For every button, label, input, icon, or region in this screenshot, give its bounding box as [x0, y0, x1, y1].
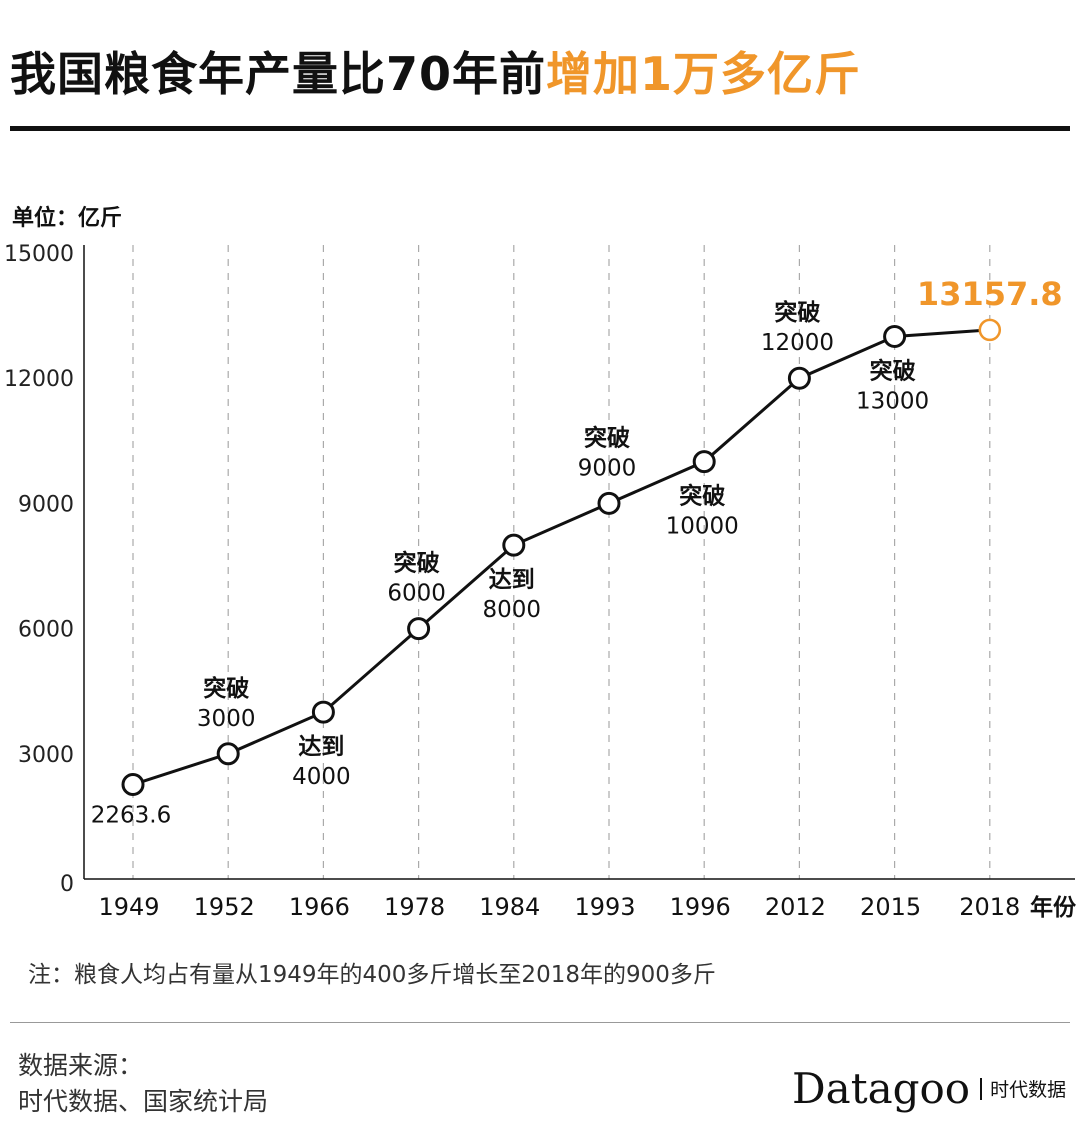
- y-tick-label: 0: [60, 872, 74, 897]
- x-tick-label: 1993: [574, 893, 635, 921]
- data-label: 达到: [489, 567, 535, 593]
- data-label: 突破: [774, 299, 820, 326]
- footer-divider: [10, 1022, 1070, 1023]
- data-label: 达到: [298, 734, 344, 760]
- source: 数据来源： 时代数据、国家统计局: [18, 1048, 268, 1120]
- data-label: 突破: [394, 550, 440, 577]
- data-label: 突破: [584, 424, 630, 451]
- data-label: 9000: [578, 455, 637, 481]
- x-tick-label: 1984: [479, 893, 540, 921]
- x-tick-label: 1949: [98, 893, 159, 921]
- x-tick-label: 2012: [765, 893, 826, 921]
- logo-cn: 时代数据: [990, 1079, 1067, 1101]
- data-point: [216, 742, 240, 766]
- data-label: 突破: [203, 675, 249, 702]
- data-label: 13157.8: [917, 275, 1063, 313]
- x-tick-label: 1978: [384, 893, 445, 921]
- page-title: 我国粮食年产量比70年前增加1万多亿斤: [10, 38, 861, 104]
- data-label: 10000: [666, 514, 739, 540]
- data-label: 12000: [761, 330, 834, 356]
- line-chart: 0 3000 6000 9000 12000 15000 1949 1952 1966 1978 1…: [4, 242, 1077, 921]
- footnote: 注：粮食人均占有量从1949年的400多斤增长至2018年的900多斤: [28, 962, 716, 988]
- data-label: 8000: [483, 597, 542, 623]
- data-point: [883, 324, 907, 348]
- series-line: [132, 328, 990, 786]
- datagoo-logo: Datagoo 时代数据: [792, 1064, 1066, 1113]
- x-tick-label: 1952: [194, 893, 255, 921]
- data-point: [787, 366, 811, 390]
- logo-brand: Datagoo: [792, 1064, 971, 1113]
- unit-label: 单位：亿斤: [12, 206, 123, 231]
- y-tick-label: 12000: [4, 367, 74, 392]
- data-label: 2263.6: [91, 803, 171, 829]
- data-label: 3000: [197, 706, 256, 732]
- x-tick-label: 1966: [289, 893, 350, 921]
- x-tick-label: 1996: [670, 893, 731, 921]
- logo-separator: [980, 1077, 983, 1100]
- y-tick-label: 9000: [18, 492, 74, 517]
- y-tick-label: 15000: [4, 242, 74, 267]
- data-point: [692, 450, 716, 474]
- source-label: 数据来源：: [18, 1051, 144, 1080]
- data-label: 4000: [292, 764, 351, 790]
- data-label: 突破: [679, 483, 725, 510]
- x-axis-suffix: 年份: [1030, 894, 1077, 921]
- title-highlight: 增加1万多亿斤: [546, 47, 862, 101]
- data-point: [597, 491, 621, 515]
- title-divider: [10, 126, 1070, 131]
- title-main: 我国粮食年产量比70年前: [10, 47, 547, 101]
- data-label: 突破: [870, 357, 916, 384]
- y-tick-label: 6000: [18, 618, 74, 643]
- data-point: [311, 700, 335, 724]
- data-label: 13000: [856, 388, 929, 414]
- data-point: [978, 318, 1002, 342]
- data-point: [502, 533, 526, 557]
- y-tick-label: 3000: [18, 743, 74, 768]
- data-label: 6000: [387, 581, 446, 607]
- x-tick-label: 2015: [860, 893, 921, 921]
- data-point: [121, 773, 145, 797]
- data-point: [407, 617, 431, 641]
- source-text: 时代数据、国家统计局: [18, 1087, 269, 1116]
- x-tick-label: 2018: [959, 893, 1020, 921]
